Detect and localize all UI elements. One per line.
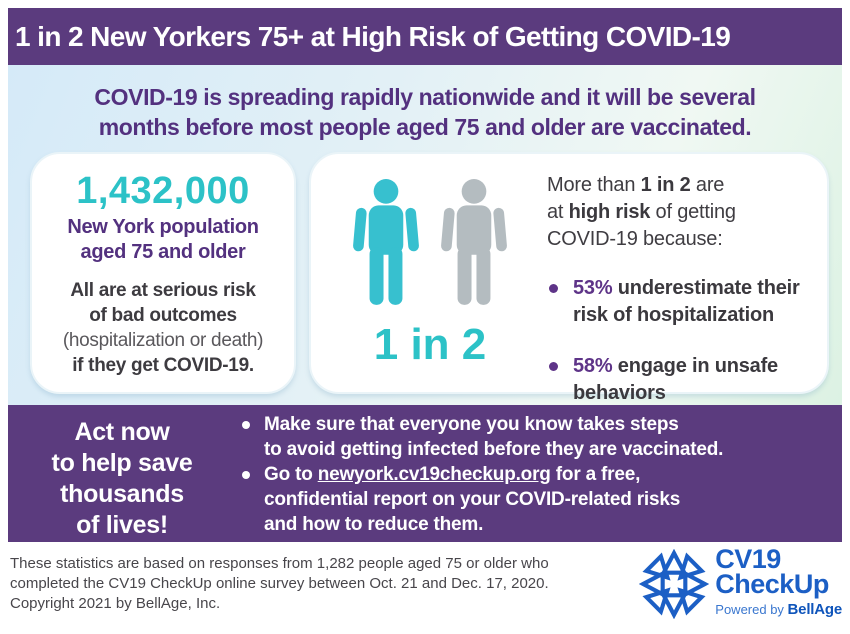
logo-name-line2: CheckUp — [715, 569, 829, 599]
action-steps-list: Make sure that everyone you know takes s… — [236, 405, 723, 542]
population-card: 1,432,000 New York population aged 75 an… — [30, 152, 296, 394]
cta-line2: to help save — [51, 449, 193, 477]
bullet-dot-icon — [242, 471, 250, 479]
bellage-brand: BellAge — [787, 601, 843, 618]
source-line2: completed the CV19 CheckUp online survey… — [10, 575, 549, 592]
stat-value: 53% — [573, 277, 613, 299]
risk-line2: of bad outcomes — [89, 305, 237, 326]
header-banner: 1 in 2 New Yorkers 75+ at High Risk of G… — [8, 8, 842, 65]
list-item: Go to newyork.cv19checkup.org for a free… — [236, 462, 723, 537]
ratio-figures: 1 in 2 — [335, 170, 525, 392]
intro-line-2: months before most people aged 75 and ol… — [98, 114, 752, 140]
bullet-text-line1: engage in unsafe — [612, 355, 778, 377]
action-bullet1-line2: to avoid getting infected before they ar… — [264, 439, 724, 460]
bullet-dot-icon — [549, 284, 558, 293]
population-label: New York population aged 75 and older — [32, 215, 294, 265]
intro-line-1: COVID-19 is spreading rapidly nationwide… — [94, 84, 756, 110]
person-icons-group — [349, 170, 511, 318]
statement-l1-pre: More than — [547, 174, 641, 196]
bullet-dot-icon — [242, 421, 250, 429]
cta-headline: Act now to help save thousands of lives! — [8, 405, 236, 542]
bullet-text-line1: underestimate their — [612, 277, 800, 299]
bullet-text-line2: risk of hospitalization — [573, 304, 774, 326]
powered-by-line: Powered by BellAge — [715, 601, 842, 618]
statement-l1-post: are — [690, 174, 725, 196]
logo-name-line1: CV19 — [715, 544, 781, 574]
statement-line1: More than 1 in 2 are — [547, 172, 817, 199]
risk-line3: (hospitalization or death) — [62, 330, 264, 351]
copyright-line: Copyright 2021 by BellAge, Inc. — [10, 595, 221, 612]
ratio-statement: More than 1 in 2 are at high risk of get… — [547, 172, 817, 253]
action-bullet2-line2: confidential report on your COVID-relate… — [264, 489, 681, 510]
cta-line4: of lives! — [76, 511, 168, 539]
action-bullet2-line1: Go to newyork.cv19checkup.org for a free… — [264, 462, 723, 487]
footer: These statistics are based on responses … — [8, 542, 842, 634]
cv19-checkup-logo: CV19 CheckUp Powered by BellAge — [638, 544, 842, 620]
logo-wordmark: CV19 CheckUp Powered by BellAge — [715, 544, 842, 619]
intro-statement: COVID-19 is spreading rapidly nationwide… — [8, 65, 842, 142]
statement-l2-post: of getting — [650, 201, 737, 223]
action-bullet2-line3: and how to reduce them. — [264, 514, 484, 535]
action-bullet1-line1: Make sure that everyone you know takes s… — [264, 414, 679, 435]
statement-line3: COVID-19 because: — [547, 228, 723, 250]
cv19-star-icon — [638, 548, 710, 620]
source-note: These statistics are based on responses … — [10, 554, 549, 614]
action-bullet2-post: for a free, — [550, 464, 641, 485]
statement-line2: at high risk of getting — [547, 199, 817, 226]
main-section: COVID-19 is spreading rapidly nationwide… — [8, 65, 842, 405]
person-icon — [437, 170, 511, 318]
statement-l2-bold: high risk — [568, 201, 651, 223]
stat-value: 58% — [573, 355, 613, 377]
statement-l2-pre: at — [547, 201, 569, 223]
ratio-card: 1 in 2 More than 1 in 2 are at high risk… — [309, 152, 829, 404]
population-label-line2: aged 75 and older — [80, 241, 246, 263]
ratio-text-block: More than 1 in 2 are at high risk of get… — [525, 170, 817, 404]
list-item: 53% underestimate their risk of hospital… — [547, 275, 817, 329]
checkup-website-link[interactable]: newyork.cv19checkup.org — [317, 464, 551, 485]
bullet-text-line2: behaviors — [573, 382, 666, 404]
population-number: 1,432,000 — [76, 170, 250, 212]
risk-reason-list: 53% underestimate their risk of hospital… — [547, 275, 817, 407]
statement-l1-bold: 1 in 2 — [640, 174, 691, 196]
source-line1: These statistics are based on responses … — [10, 555, 549, 572]
page-title: 1 in 2 New Yorkers 75+ at High Risk of G… — [15, 20, 731, 52]
cta-line1: Act now — [74, 418, 170, 446]
list-item: Make sure that everyone you know takes s… — [236, 412, 723, 462]
powered-by-prefix: Powered by — [715, 602, 788, 617]
ratio-label: 1 in 2 — [373, 320, 487, 369]
person-icon — [349, 170, 423, 318]
action-bullet2-pre: Go to — [264, 464, 318, 485]
cta-line3: thousands — [60, 480, 184, 508]
population-risk-text: All are at serious risk of bad outcomes … — [32, 278, 294, 378]
population-label-line1: New York population — [67, 216, 259, 238]
list-item: 58% engage in unsafe behaviors — [547, 353, 817, 407]
call-to-action-band: Act now to help save thousands of lives!… — [8, 405, 842, 542]
risk-line1: All are at serious risk — [70, 280, 256, 301]
risk-line4: if they get COVID-19. — [72, 355, 254, 376]
bullet-dot-icon — [549, 362, 558, 371]
